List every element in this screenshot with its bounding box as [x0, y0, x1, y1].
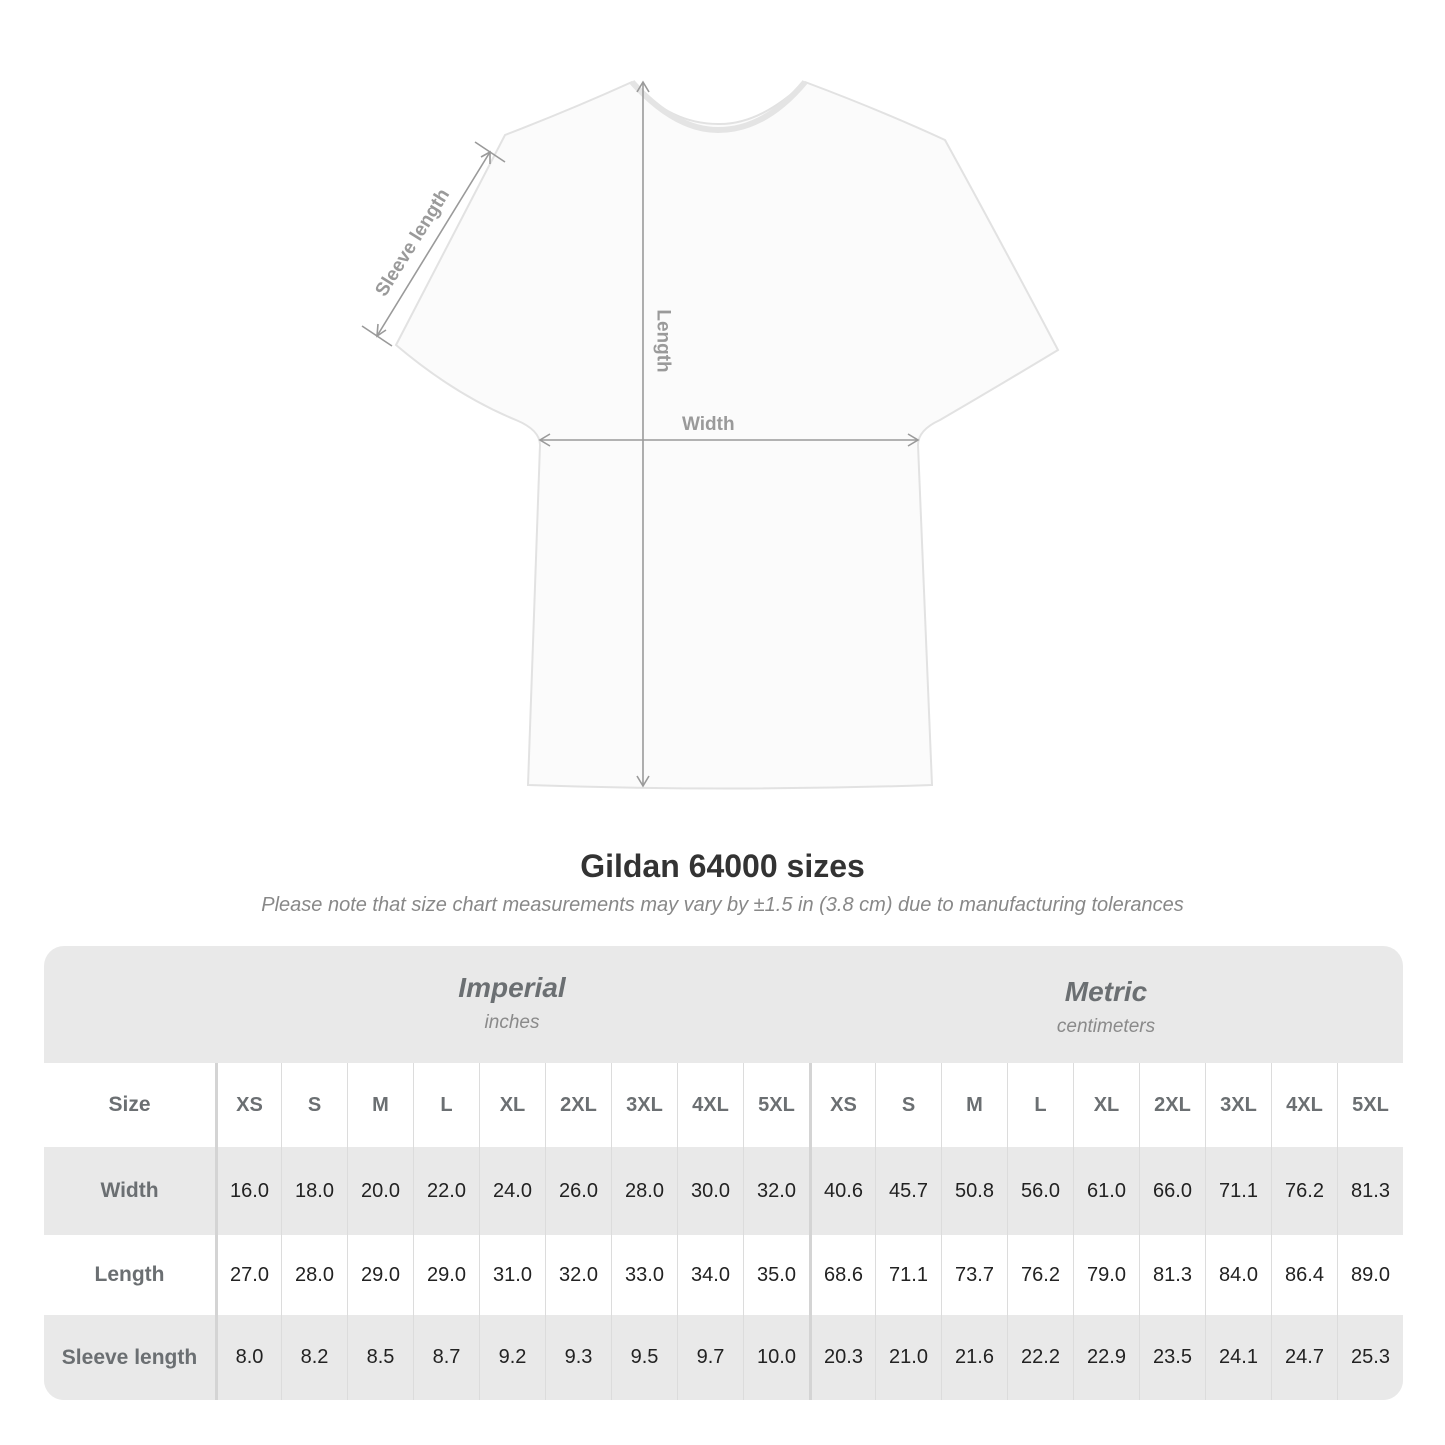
metric-value-cell: 73.7 — [941, 1235, 1007, 1315]
imperial-value-cell: 8.0 — [215, 1315, 281, 1400]
imperial-value-cell: 34.0 — [677, 1235, 743, 1315]
imperial-size-header: 4XL — [677, 1063, 743, 1147]
imperial-size-header: XL — [479, 1063, 545, 1147]
imperial-value-cell: 8.2 — [281, 1315, 347, 1400]
metric-value-cell: 86.4 — [1271, 1235, 1337, 1315]
metric-value-cell: 89.0 — [1337, 1235, 1403, 1315]
metric-value-cell: 66.0 — [1139, 1147, 1205, 1235]
imperial-size-header: L — [413, 1063, 479, 1147]
imperial-value-cell: 9.7 — [677, 1315, 743, 1400]
metric-value-cell: 81.3 — [1139, 1235, 1205, 1315]
imperial-value-cell: 28.0 — [611, 1147, 677, 1235]
metric-value-cell: 20.3 — [809, 1315, 875, 1400]
metric-size-header: S — [875, 1063, 941, 1147]
table-row: Sleeve length 8.0 8.2 8.5 8.7 9.2 9.3 9.5 9.7 10.… — [44, 1315, 1403, 1400]
metric-size-header: L — [1007, 1063, 1073, 1147]
imperial-value-cell: 26.0 — [545, 1147, 611, 1235]
imperial-size-header: S — [281, 1063, 347, 1147]
metric-value-cell: 79.0 — [1073, 1235, 1139, 1315]
width-label: Width — [682, 414, 735, 435]
metric-value-cell: 50.8 — [941, 1147, 1007, 1235]
imperial-unit: inches — [484, 1012, 540, 1033]
imperial-value-cell: 22.0 — [413, 1147, 479, 1235]
metric-value-cell: 71.1 — [875, 1235, 941, 1315]
imperial-group-header: Imperial inches — [215, 946, 809, 1063]
size-table: Imperial inches Metric centimeters Size X… — [44, 946, 1403, 1400]
metric-value-cell: 76.2 — [1007, 1235, 1073, 1315]
metric-size-header: XL — [1073, 1063, 1139, 1147]
imperial-value-cell: 32.0 — [743, 1147, 809, 1235]
tshirt-shape — [394, 80, 1060, 790]
metric-value-cell: 68.6 — [809, 1235, 875, 1315]
metric-value-cell: 24.7 — [1271, 1315, 1337, 1400]
metric-size-header: 2XL — [1139, 1063, 1205, 1147]
imperial-value-cell: 29.0 — [347, 1235, 413, 1315]
imperial-value-cell: 27.0 — [215, 1235, 281, 1315]
row-label: Sleeve length — [61, 1345, 198, 1369]
imperial-value-cell: 35.0 — [743, 1235, 809, 1315]
metric-value-cell: 21.0 — [875, 1315, 941, 1400]
metric-value-cell: 76.2 — [1271, 1147, 1337, 1235]
table-row: Width 16.0 18.0 20.0 22.0 24.0 26.0 28.0 30.0 32.… — [44, 1147, 1403, 1235]
size-header-row: Size XS S M L XL 2XL 3XL 4XL 5XL XS S M L XL 2XL 3XL 4XL 5… — [44, 1063, 1403, 1147]
metric-value-cell: 45.7 — [875, 1147, 941, 1235]
imperial-value-cell: 8.5 — [347, 1315, 413, 1400]
metric-value-cell: 84.0 — [1205, 1235, 1271, 1315]
imperial-size-header: 2XL — [545, 1063, 611, 1147]
imperial-size-header: XS — [215, 1063, 281, 1147]
imperial-value-cell: 16.0 — [215, 1147, 281, 1235]
imperial-value-cell: 10.0 — [743, 1315, 809, 1400]
imperial-size-header: M — [347, 1063, 413, 1147]
metric-title: Metric — [1064, 976, 1148, 1007]
imperial-value-cell: 18.0 — [281, 1147, 347, 1235]
metric-size-header: 4XL — [1271, 1063, 1337, 1147]
imperial-value-cell: 9.5 — [611, 1315, 677, 1400]
imperial-value-cell: 32.0 — [545, 1235, 611, 1315]
imperial-value-cell: 9.2 — [479, 1315, 545, 1400]
imperial-value-cell: 33.0 — [611, 1235, 677, 1315]
metric-value-cell: 22.9 — [1073, 1315, 1139, 1400]
imperial-value-cell: 29.0 — [413, 1235, 479, 1315]
imperial-value-cell: 20.0 — [347, 1147, 413, 1235]
metric-value-cell: 22.2 — [1007, 1315, 1073, 1400]
metric-size-header: M — [941, 1063, 1007, 1147]
metric-value-cell: 24.1 — [1205, 1315, 1271, 1400]
metric-value-cell: 71.1 — [1205, 1147, 1271, 1235]
sleeve-arrow — [376, 151, 491, 337]
metric-group-header: Metric centimeters — [809, 946, 1403, 1063]
page-title: Gildan 64000 sizes — [580, 848, 865, 884]
length-label: Length — [652, 309, 674, 373]
row-label: Width — [100, 1179, 159, 1202]
metric-value-cell: 21.6 — [941, 1315, 1007, 1400]
tolerance-note: Please note that size chart measurements… — [261, 894, 1184, 916]
metric-value-cell: 81.3 — [1337, 1147, 1403, 1235]
imperial-value-cell: 31.0 — [479, 1235, 545, 1315]
table-row: Length 27.0 28.0 29.0 29.0 31.0 32.0 33.0 34.0 35… — [44, 1235, 1403, 1315]
imperial-value-cell: 9.3 — [545, 1315, 611, 1400]
row-label: Length — [94, 1263, 165, 1286]
metric-value-cell: 25.3 — [1337, 1315, 1403, 1400]
metric-size-header: XS — [809, 1063, 875, 1147]
tshirt-diagram — [361, 79, 1060, 790]
metric-unit: centimeters — [1056, 1016, 1156, 1037]
metric-value-cell: 40.6 — [809, 1147, 875, 1235]
metric-size-header: 5XL — [1337, 1063, 1403, 1147]
row-label: Size — [108, 1093, 151, 1116]
imperial-value-cell: 8.7 — [413, 1315, 479, 1400]
collar — [629, 79, 808, 134]
imperial-size-header: 3XL — [611, 1063, 677, 1147]
metric-value-cell: 61.0 — [1073, 1147, 1139, 1235]
metric-value-cell: 23.5 — [1139, 1315, 1205, 1400]
imperial-value-cell: 30.0 — [677, 1147, 743, 1235]
imperial-size-header: 5XL — [743, 1063, 809, 1147]
metric-size-header: 3XL — [1205, 1063, 1271, 1147]
imperial-title: Imperial — [458, 972, 566, 1003]
imperial-value-cell: 24.0 — [479, 1147, 545, 1235]
imperial-value-cell: 28.0 — [281, 1235, 347, 1315]
metric-value-cell: 56.0 — [1007, 1147, 1073, 1235]
